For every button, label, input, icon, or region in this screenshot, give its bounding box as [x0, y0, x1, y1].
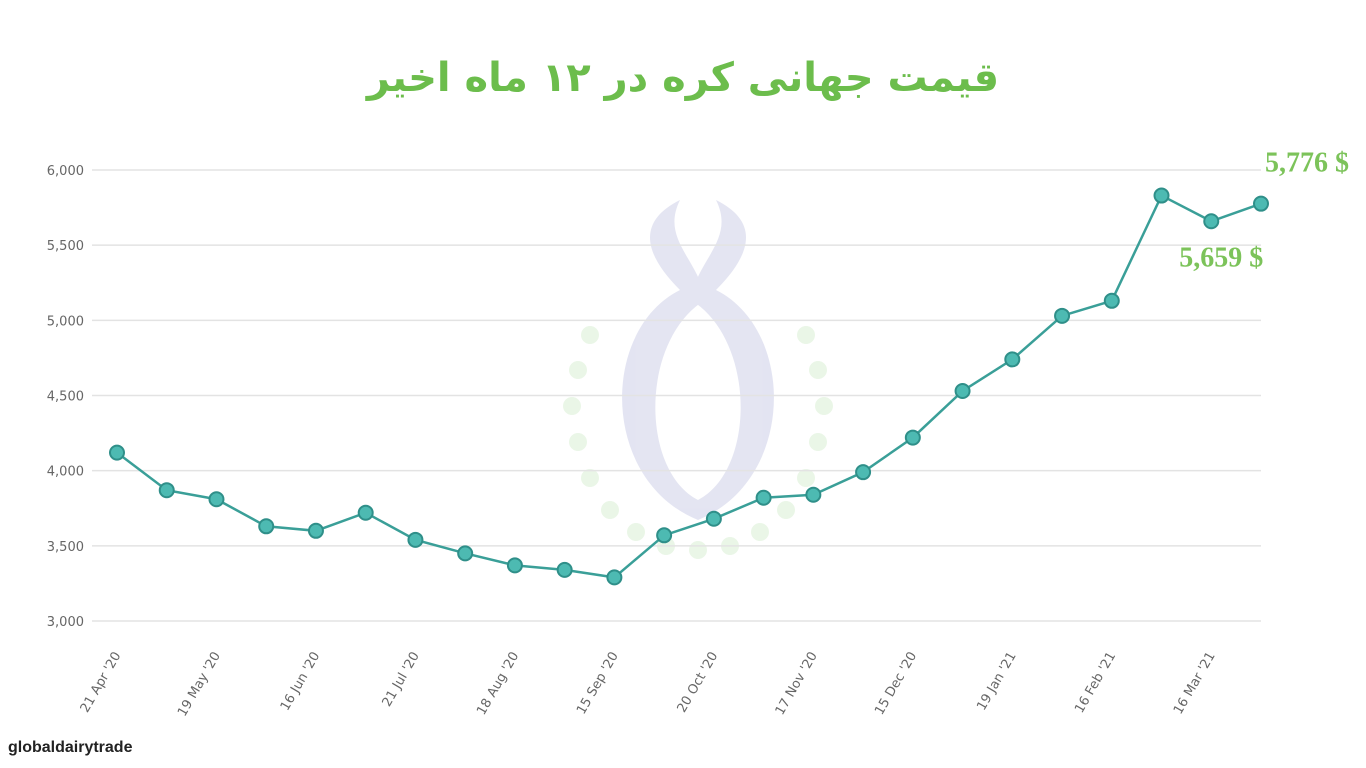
point	[506, 557, 523, 574]
x-tick-label: 16 Feb '21	[1072, 650, 1119, 716]
x-tick-label: 15 Dec '20	[872, 650, 920, 718]
point	[606, 569, 623, 586]
point	[307, 522, 324, 539]
logo	[622, 200, 774, 520]
y-tick-label: 5,500	[47, 239, 84, 254]
y-tick-label: 3,500	[47, 540, 84, 555]
x-tick-label: 21 Apr '20	[78, 650, 125, 716]
x-tick-label: 21 Jul '20	[380, 650, 423, 710]
x-tick-label: 18 Aug '20	[474, 650, 522, 718]
point	[1103, 292, 1120, 309]
x-tick-label: 15 Sep '20	[574, 650, 622, 718]
y-tick-label: 4,000	[47, 465, 84, 480]
point	[904, 429, 921, 446]
point	[755, 489, 772, 506]
point	[556, 561, 573, 578]
chart-title: قیمت جهانی کره در ۱۲ ماه اخیر	[365, 55, 999, 101]
point	[407, 531, 424, 548]
point	[1203, 213, 1220, 230]
point	[805, 486, 822, 503]
y-tick-label: 5,000	[47, 314, 84, 329]
x-tick-label: 16 Jun '20	[278, 650, 324, 714]
point	[208, 491, 225, 508]
point	[656, 527, 673, 544]
point	[1253, 195, 1269, 212]
point	[1004, 351, 1021, 368]
point	[954, 382, 971, 399]
point	[258, 518, 275, 535]
x-tick-label: 16 Mar '21	[1171, 650, 1219, 718]
watermark	[563, 200, 833, 559]
point	[109, 444, 125, 461]
point	[1153, 187, 1170, 204]
y-tick-label: 3,000	[47, 615, 84, 630]
point	[158, 482, 175, 499]
line	[116, 193, 1262, 579]
point	[357, 504, 374, 521]
y-tick-label: 6,000	[47, 164, 84, 179]
point	[855, 464, 872, 481]
data-label: 5,776 $	[1265, 148, 1349, 179]
x-tick-label: 19 May '20	[175, 650, 224, 720]
point	[1054, 307, 1071, 324]
source: globaldairytrade	[8, 739, 133, 756]
x-tick-label: 20 Oct '20	[675, 650, 722, 716]
x-tick-label: 17 Nov '20	[773, 650, 821, 718]
point	[457, 545, 474, 562]
point	[705, 510, 722, 527]
x-tick-label: 19 Jan '21	[974, 650, 1019, 714]
data-label: 5,659 $	[1179, 242, 1263, 273]
y-tick-label: 4,500	[47, 390, 84, 405]
